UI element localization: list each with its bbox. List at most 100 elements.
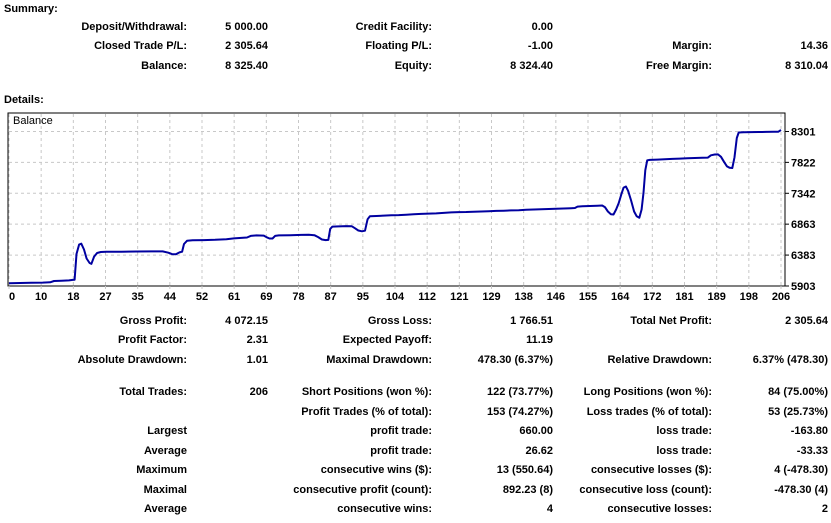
stat-value: 11.19 <box>526 334 553 347</box>
balance-line <box>8 129 782 285</box>
x-tick-label: 35 <box>132 291 144 303</box>
stat-value: 4 <box>546 503 553 515</box>
table-row: Closed Trade P/L: 2 305.64 Floating P/L: -1… <box>0 37 828 56</box>
stat-label: Gross Loss: <box>367 315 432 327</box>
stat-value <box>187 500 268 520</box>
stat-label: Profit Factor: <box>117 334 187 347</box>
x-tick-label: 121 <box>450 291 468 303</box>
stat-label: consecutive profit (count): <box>293 483 432 496</box>
stats-table-bottom: Total Trades: 206 Short Positions (won %):… <box>0 383 828 520</box>
x-tick-label: 18 <box>67 291 79 303</box>
stat-value: 2 <box>821 503 828 515</box>
stat-label: loss trade: <box>656 444 712 457</box>
stat-label: Closed Trade P/L: <box>94 40 187 53</box>
stat-label: Largest <box>147 425 187 437</box>
stat-value: 4 072.15 <box>225 315 268 327</box>
table-row: Gross Profit: 4 072.15 Gross Loss: 1 766.51… <box>0 312 828 331</box>
stat-value: 153 (74.27%) <box>486 405 553 418</box>
balance-chart-svg: 8301 7822 7342 6863 6383 5903 0 10 18 27 35 44 52 61 6… <box>7 112 815 303</box>
x-tick-label: 146 <box>547 291 565 303</box>
stat-value: 206 <box>249 386 268 398</box>
stat-label: Short Positions (won %): <box>301 386 432 398</box>
table-row: Absolute Drawdown: 1.01 Maximal Drawdown: 4… <box>0 351 828 370</box>
stat-value: 2 305.64 <box>225 40 268 53</box>
stat-label: Relative Drawdown: <box>607 353 712 366</box>
stat-value: 0.00 <box>531 21 553 33</box>
x-tick-label: 172 <box>643 291 661 303</box>
stat-label: Total Net Profit: <box>630 315 712 327</box>
stat-value: 84 (75.00%) <box>768 386 828 398</box>
stat-value: 8 310.04 <box>785 59 828 72</box>
balance-legend: Balance <box>13 115 53 127</box>
stat-value: 892.23 (8) <box>502 483 553 496</box>
stat-label: Floating P/L: <box>365 40 432 53</box>
table-row: Balance: 8 325.40 Equity: 8 324.40 Free Marg… <box>0 57 828 76</box>
stat-label: consecutive loss (count): <box>579 483 712 496</box>
stat-value: 13 (550.64) <box>496 464 553 476</box>
x-tick-label: 0 <box>9 291 15 303</box>
y-tick-label: 7822 <box>791 157 815 169</box>
chart-frame <box>7 112 786 287</box>
stat-value: 2.31 <box>246 334 268 347</box>
stat-label: Margin: <box>672 40 712 53</box>
stat-label: profit trade: <box>370 444 432 457</box>
stat-label: Deposit/Withdrawal: <box>81 21 187 33</box>
stat-label: Gross Profit: <box>119 315 187 327</box>
stat-label: Profit Trades (% of total): <box>301 405 432 418</box>
y-tick-label: 7342 <box>791 188 815 200</box>
x-tick-label: 138 <box>514 291 532 303</box>
stat-value: 478.30 (6.37%) <box>477 353 553 366</box>
stat-label: Free Margin: <box>645 59 712 72</box>
y-tick-label: 6863 <box>791 219 815 231</box>
stat-label: Maximum <box>136 464 187 476</box>
stat-value: -163.80 <box>790 425 828 437</box>
x-tick-label: 129 <box>482 291 500 303</box>
x-tick-label: 78 <box>292 291 304 303</box>
stat-value: 53 (25.73%) <box>768 405 828 418</box>
stat-value: 4 (-478.30) <box>774 464 828 476</box>
x-tick-label: 61 <box>228 291 240 303</box>
stat-value: 1 766.51 <box>510 315 553 327</box>
table-row: Profit Factor: 2.31 Expected Payoff: 11.19 <box>0 331 828 350</box>
stat-label: Expected Payoff: <box>342 334 432 347</box>
x-tick-label: 112 <box>418 291 436 303</box>
x-tick-label: 69 <box>260 291 272 303</box>
stat-label: loss trade: <box>656 425 712 437</box>
y-tick-label: 6383 <box>791 250 815 262</box>
stat-label: Absolute Drawdown: <box>77 353 187 366</box>
table-row: Average profit trade: 26.62 loss trade: -33.… <box>0 442 828 462</box>
stat-label: Total Trades: <box>119 386 187 398</box>
x-tick-label: 198 <box>740 291 758 303</box>
stat-value <box>187 461 268 481</box>
stat-value: 660.00 <box>519 425 553 437</box>
stat-label: Average <box>143 444 187 457</box>
stat-value: 6.37% (478.30) <box>752 353 828 366</box>
x-tick-label: 155 <box>579 291 597 303</box>
stat-value <box>712 331 828 350</box>
table-row: Profit Trades (% of total): 153 (74.27%) L… <box>0 403 828 423</box>
stat-label: Equity: <box>394 59 432 72</box>
y-tick-label: 5903 <box>791 281 815 293</box>
table-row: Maximal consecutive profit (count): 892.23… <box>0 481 828 501</box>
x-tick-label: 44 <box>164 291 177 303</box>
table-row: Deposit/Withdrawal: 5 000.00 Credit Facili… <box>0 18 828 37</box>
stat-label <box>553 18 712 37</box>
stat-label: Balance: <box>141 59 187 72</box>
stat-value: 122 (73.77%) <box>486 386 553 398</box>
stat-label: Maximal Drawdown: <box>326 353 432 366</box>
stat-value: 5 000.00 <box>225 21 268 33</box>
stat-value: 1.01 <box>246 353 268 366</box>
stat-label: Long Positions (won %): <box>583 386 712 398</box>
x-tick-label: 104 <box>386 291 405 303</box>
stats-table-top: Gross Profit: 4 072.15 Gross Loss: 1 766.51… <box>0 312 828 370</box>
x-tick-label: 181 <box>675 291 693 303</box>
stat-value <box>187 422 268 442</box>
stat-value: 2 305.64 <box>785 315 828 327</box>
stat-label: Credit Facility: <box>355 21 432 33</box>
stat-value: -33.33 <box>796 444 828 457</box>
stat-label: Loss trades (% of total): <box>586 405 712 418</box>
stat-label: consecutive wins: <box>337 503 432 515</box>
stat-label: consecutive losses: <box>607 503 712 515</box>
table-row: Largest profit trade: 660.00 loss trade: -16… <box>0 422 828 442</box>
x-tick-label: 206 <box>772 291 790 303</box>
